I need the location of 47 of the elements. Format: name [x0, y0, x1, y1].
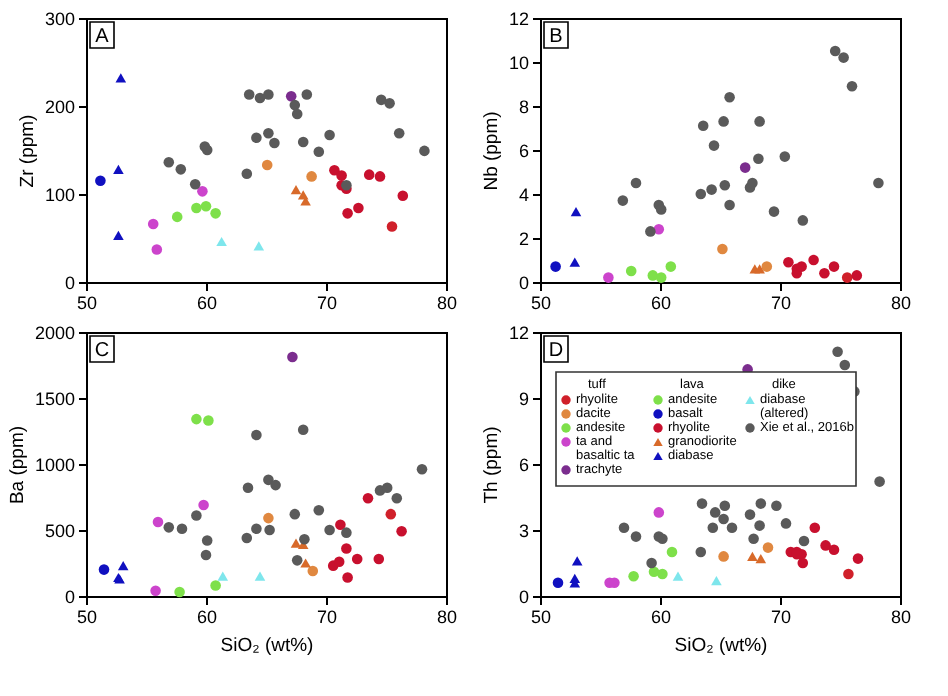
- x-tick-label: 70: [770, 607, 792, 627]
- x-axis-title: SiO₂ (wt%): [220, 635, 314, 657]
- x-tick-label: 80: [436, 293, 458, 313]
- y-tick-label: 500: [44, 521, 75, 541]
- y-tick-label: 2: [518, 229, 529, 249]
- y-tick-label: 1500: [34, 389, 75, 409]
- y-tick-label: 200: [44, 97, 75, 117]
- x-tick-label: 60: [650, 293, 672, 313]
- y-axis-title: Zr (ppm): [16, 114, 39, 188]
- y-tick-label: 6: [518, 141, 529, 161]
- chart-title: D: [548, 340, 564, 362]
- y-tick-label: 0: [64, 587, 75, 607]
- chart-title: B: [549, 26, 564, 48]
- x-tick-label: 50: [76, 607, 98, 627]
- x-axis-title: SiO₂ (wt%): [674, 635, 768, 657]
- y-tick-label: 4: [518, 185, 529, 205]
- y-tick-label: 12: [508, 9, 529, 29]
- y-axis-title: Th (ppm): [480, 426, 503, 504]
- x-tick-label: 60: [650, 607, 672, 627]
- x-tick-label: 60: [196, 293, 218, 313]
- chart-title: C: [94, 340, 110, 362]
- x-tick-label: 80: [890, 607, 912, 627]
- chart-title: A: [95, 26, 110, 48]
- y-tick-label: 0: [518, 587, 529, 607]
- y-tick-label: 3: [518, 521, 529, 541]
- y-axis-title: Nb (ppm): [480, 111, 503, 191]
- x-tick-label: 70: [316, 293, 338, 313]
- y-tick-label: 0: [64, 273, 75, 293]
- x-tick-label: 50: [530, 293, 552, 313]
- y-tick-label: 100: [44, 185, 75, 205]
- x-tick-label: 70: [770, 293, 792, 313]
- y-tick-label: 8: [518, 97, 529, 117]
- y-tick-label: 10: [508, 53, 529, 73]
- x-tick-label: 80: [890, 293, 912, 313]
- x-tick-label: 60: [196, 607, 218, 627]
- y-tick-label: 2000: [34, 323, 75, 343]
- y-tick-label: 9: [518, 389, 529, 409]
- y-axis-title: Ba (ppm): [6, 425, 29, 505]
- y-tick-label: 6: [518, 455, 529, 475]
- y-tick-label: 1000: [34, 455, 75, 475]
- x-tick-label: 50: [76, 293, 98, 313]
- x-tick-label: 80: [436, 607, 458, 627]
- x-tick-label: 70: [316, 607, 338, 627]
- y-tick-label: 0: [518, 273, 529, 293]
- y-tick-label: 300: [44, 9, 75, 29]
- y-tick-label: 12: [508, 323, 529, 343]
- x-tick-label: 50: [530, 607, 552, 627]
